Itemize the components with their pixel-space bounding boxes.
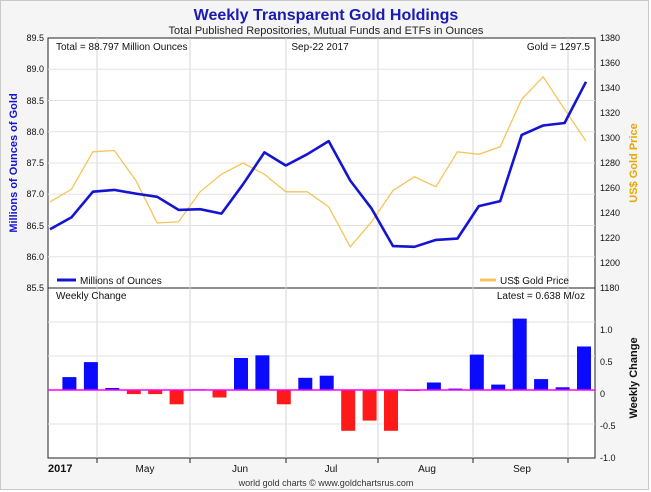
lower-panel: [47, 287, 596, 459]
bar-negative: [276, 390, 291, 405]
chart-subtitle: Total Published Repositories, Mutual Fun…: [169, 25, 484, 37]
bar-negative: [362, 390, 377, 421]
right-tick-label: 1340: [600, 83, 620, 93]
lower-axis-title: Weekly Change: [628, 337, 640, 418]
bar-positive: [469, 354, 484, 390]
bar-positive: [298, 377, 313, 390]
left-tick-label: 85.5: [26, 283, 44, 293]
bar-positive: [512, 318, 527, 390]
left-tick-label: 86.0: [26, 252, 44, 262]
bar-negative: [341, 390, 356, 431]
bar-positive: [555, 387, 570, 390]
latest-label: Latest = 0.638 M/oz: [497, 291, 585, 302]
x-tick-label-jul: Jul: [325, 464, 338, 475]
legend-label-gold: US$ Gold Price: [500, 276, 569, 287]
footer-credit: world gold charts © www.goldchartsrus.co…: [238, 478, 414, 488]
right-tick-label: 1380: [600, 33, 620, 43]
left-tick-label: 88.0: [26, 127, 44, 137]
bar-negative: [212, 390, 227, 398]
left-axis-title: Millions of Ounces of Gold: [8, 93, 20, 232]
bar-positive: [534, 379, 549, 390]
lower-tick-label: -1.0: [600, 453, 616, 463]
bar-negative: [384, 390, 398, 431]
right-tick-label: 1200: [600, 258, 620, 268]
legend-label-ounces: Millions of Ounces: [80, 276, 162, 287]
x-tick-label-jun: Jun: [232, 464, 248, 475]
bar-negative: [126, 390, 141, 395]
right-tick-label: 1320: [600, 108, 620, 118]
bar-positive: [83, 362, 98, 390]
weekly-change-title: Weekly Change: [56, 291, 127, 302]
right-tick-label: 1180: [600, 283, 619, 293]
right-tick-label: 1260: [600, 183, 620, 193]
right-tick-label: 1360: [600, 58, 620, 68]
bar-positive: [491, 384, 506, 390]
bar-positive: [105, 388, 120, 390]
year-label: 2017: [48, 463, 72, 475]
lower-tick-label: 0: [600, 389, 605, 399]
total-label: Total = 88.797 Million Ounces: [56, 42, 187, 53]
x-tick-label-aug: Aug: [418, 464, 436, 475]
lower-tick-label: 0.5: [600, 357, 613, 367]
right-tick-label: 1280: [600, 158, 620, 168]
bar-positive: [319, 375, 334, 390]
x-tick-label-sep: Sep: [513, 464, 531, 475]
series-line-millions-of-ounces: [49, 81, 588, 249]
lower-tick-label: -0.5: [600, 421, 616, 431]
bar-positive: [234, 358, 248, 390]
bar-negative: [148, 390, 163, 395]
left-tick-label: 87.0: [26, 189, 44, 199]
right-axis-title: US$ Gold Price: [628, 123, 640, 202]
date-label: Sep-22 2017: [291, 42, 349, 53]
left-tick-label: 89.0: [26, 64, 44, 74]
right-tick-label: 1300: [600, 133, 620, 143]
x-tick-label-may: May: [136, 464, 155, 475]
gold-price-label: Gold = 1297.5: [527, 42, 591, 53]
series-line-gold-price: [49, 75, 587, 248]
left-tick-label: 86.5: [26, 221, 44, 231]
bar-positive: [62, 377, 77, 390]
left-tick-label: 87.5: [26, 158, 44, 168]
bar-negative: [169, 390, 184, 405]
left-tick-label: 89.5: [26, 33, 44, 43]
lower-tick-label: 1.0: [600, 325, 613, 335]
right-tick-label: 1220: [600, 233, 620, 243]
right-tick-label: 1240: [600, 208, 620, 218]
bar-positive: [426, 382, 441, 390]
left-tick-label: 88.5: [26, 96, 44, 106]
bar-positive: [255, 355, 270, 390]
bar-positive: [577, 346, 591, 390]
chart-title: Weekly Transparent Gold Holdings: [194, 7, 459, 24]
